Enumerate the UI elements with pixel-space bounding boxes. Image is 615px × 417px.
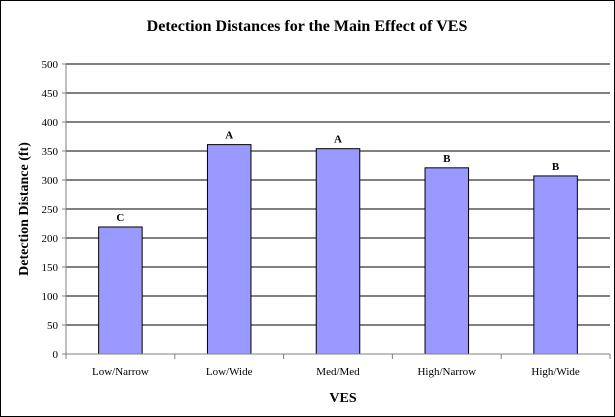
data-label: B bbox=[443, 153, 451, 165]
y-tick-label: 100 bbox=[42, 291, 59, 303]
y-tick-label: 0 bbox=[53, 349, 59, 361]
bar bbox=[98, 226, 143, 355]
y-tick-label: 50 bbox=[47, 320, 59, 332]
y-tick-label: 250 bbox=[42, 204, 59, 216]
x-tick-label: High/Wide bbox=[531, 366, 580, 378]
y-tick-label: 450 bbox=[42, 88, 59, 100]
bars bbox=[98, 144, 578, 355]
y-tick-label: 300 bbox=[42, 175, 59, 187]
x-tick-label: Low/Wide bbox=[206, 366, 253, 378]
bar bbox=[315, 148, 361, 355]
bar bbox=[533, 175, 578, 355]
x-tick-label: High/Narrow bbox=[417, 366, 476, 378]
data-label: A bbox=[334, 134, 342, 146]
x-tick-label: Low/Narrow bbox=[92, 366, 149, 378]
y-tick-label: 400 bbox=[42, 117, 59, 129]
labels: 0 50 100 150 200 250 300 350 400 450 500 C Low/Narro… bbox=[42, 59, 580, 378]
data-label: A bbox=[225, 130, 233, 142]
data-label: C bbox=[116, 212, 124, 224]
y-axis-title: Detection Distance (ft) bbox=[17, 142, 32, 276]
y-tick-label: 200 bbox=[42, 233, 59, 245]
bar bbox=[424, 167, 470, 355]
y-tick-label: 350 bbox=[42, 146, 59, 158]
bar bbox=[206, 144, 252, 355]
x-axis-title: VES bbox=[329, 391, 356, 406]
axes bbox=[62, 63, 611, 359]
y-tick-label: 150 bbox=[42, 262, 59, 274]
data-label: B bbox=[552, 161, 560, 173]
x-tick-label: Med/Med bbox=[316, 366, 360, 378]
chart-title: Detection Distances for the Main Effect … bbox=[147, 18, 468, 35]
y-tick-label: 500 bbox=[42, 59, 59, 71]
